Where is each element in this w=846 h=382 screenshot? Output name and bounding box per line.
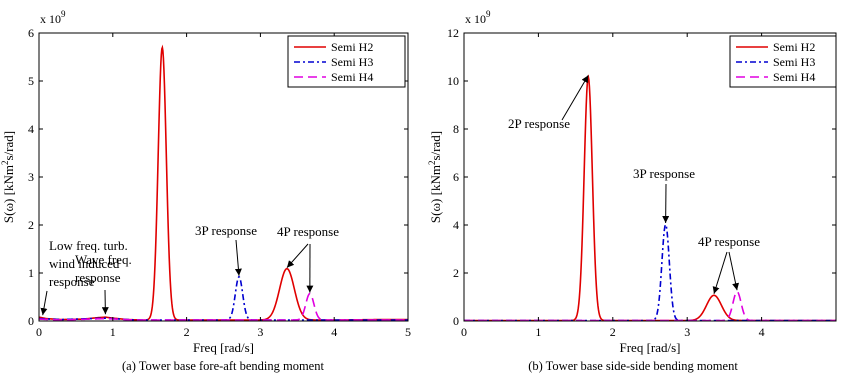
annotation-arrow xyxy=(728,251,740,291)
y-multiplier-exponent: 9 xyxy=(61,9,66,19)
y-tick-label: 10 xyxy=(447,74,459,88)
legend-box xyxy=(287,35,406,88)
annotation-text: 2P response xyxy=(508,116,570,131)
panel-caption: (a) Tower base fore-aft bending moment xyxy=(122,359,324,373)
y-axis-label-part: ω xyxy=(1,203,16,212)
series-line-semi-h2 xyxy=(464,74,836,321)
series-line-semi-h3 xyxy=(464,223,836,321)
legend-label: Semi H4 xyxy=(331,70,373,84)
legend-label: Semi H3 xyxy=(773,55,815,69)
y-axis-label: S(ω) [kNm2s/rad] xyxy=(427,131,443,223)
x-tick-label: 4 xyxy=(331,325,337,339)
x-tick-label: 0 xyxy=(461,325,467,339)
x-tick-label: 1 xyxy=(535,325,541,339)
y-axis-label-part: S( xyxy=(428,212,443,224)
annotation-arrow xyxy=(286,243,309,268)
annotation-text: 4P response xyxy=(698,234,760,249)
y-multiplier: x 109 xyxy=(465,9,491,26)
x-tick-label: 5 xyxy=(405,325,411,339)
y-tick-label: 12 xyxy=(447,26,459,40)
y-multiplier-exponent: 9 xyxy=(486,9,491,19)
x-tick-label: 4 xyxy=(759,325,765,339)
y-tick-label: 5 xyxy=(28,74,34,88)
y-axis-label-part: s/rad] xyxy=(1,131,16,161)
legend-label: Semi H2 xyxy=(331,40,373,54)
x-tick-label: 2 xyxy=(184,325,190,339)
y-tick-label: 6 xyxy=(453,170,459,184)
legend-label: Semi H3 xyxy=(331,55,373,69)
y-axis-label-part: S( xyxy=(1,212,16,224)
x-tick-label: 3 xyxy=(684,325,690,339)
y-tick-label: 0 xyxy=(453,314,459,328)
legend-box xyxy=(729,35,837,88)
annotation-text: wind induced xyxy=(49,256,120,271)
y-axis-label: S(ω) [kNm2s/rad] xyxy=(0,131,16,223)
annotation-text: 3P response xyxy=(195,223,257,238)
y-tick-label: 6 xyxy=(28,26,34,40)
y-axis-label-part: 2 xyxy=(427,161,437,166)
annotation-text: 4P response xyxy=(277,224,339,239)
series-line-semi-h4 xyxy=(464,290,836,321)
annotation-text: Wave freq. xyxy=(75,252,132,267)
y-tick-label: 3 xyxy=(28,170,34,184)
annotation-text: response xyxy=(49,274,95,289)
y-tick-label: 2 xyxy=(28,218,34,232)
x-tick-label: 2 xyxy=(610,325,616,339)
annotation-text: Low freq. turb. xyxy=(49,238,128,253)
y-axis-label-part: ) [kNm xyxy=(1,165,16,203)
y-axis-label-part: s/rad] xyxy=(428,131,443,161)
y-tick-label: 0 xyxy=(28,314,34,328)
annotation-arrow xyxy=(234,239,242,276)
series-line-semi-h4 xyxy=(39,292,408,321)
y-axis-label-part: ω xyxy=(428,203,443,212)
x-tick-label: 3 xyxy=(257,325,263,339)
y-tick-label: 8 xyxy=(453,122,459,136)
legend-label: Semi H2 xyxy=(773,40,815,54)
y-tick-label: 4 xyxy=(453,218,459,232)
legend-label: Semi H4 xyxy=(773,70,815,84)
annotation-arrow xyxy=(40,290,48,316)
x-tick-label: 1 xyxy=(110,325,116,339)
annotation-arrow xyxy=(561,75,589,121)
x-axis-label: Freq [rad/s] xyxy=(193,340,254,355)
x-axis-label: Freq [rad/s] xyxy=(619,340,680,355)
y-tick-label: 2 xyxy=(453,266,459,280)
y-axis-label-part: ) [kNm xyxy=(428,165,443,203)
annotation-arrow xyxy=(712,251,728,294)
panel-caption: (b) Tower base side-side bending moment xyxy=(528,359,738,373)
y-tick-label: 4 xyxy=(28,122,34,136)
y-axis-label-part: 2 xyxy=(0,161,10,166)
annotation-text: response xyxy=(75,270,121,285)
annotation-text: 3P response xyxy=(633,166,695,181)
y-tick-label: 1 xyxy=(28,266,34,280)
y-multiplier: x 109 xyxy=(40,9,66,26)
x-tick-label: 0 xyxy=(36,325,42,339)
